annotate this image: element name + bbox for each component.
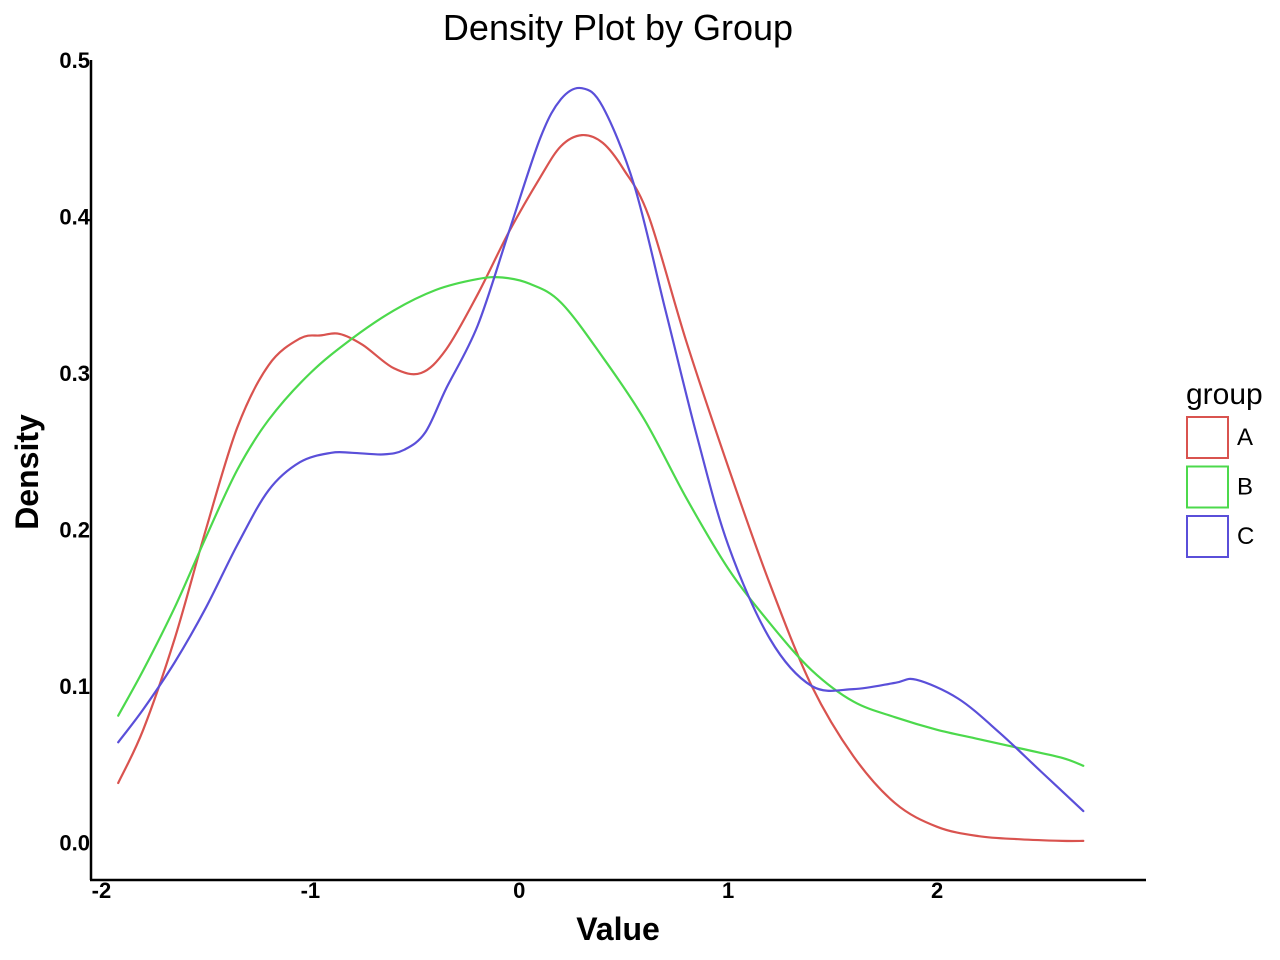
- legend-label-a: A: [1237, 424, 1253, 451]
- legend-label-b: B: [1237, 474, 1253, 501]
- y-tick-label: 0.3: [59, 361, 90, 386]
- series-layer: [117, 86, 1085, 843]
- x-tick-label: -2: [92, 878, 112, 903]
- x-axis-title: Value: [576, 911, 660, 947]
- x-tick-label: 2: [931, 878, 943, 903]
- chart-title: Density Plot by Group: [443, 7, 793, 48]
- legend-title: group: [1186, 378, 1263, 411]
- legend: group ABC: [1186, 378, 1263, 558]
- legend-key-a: [1186, 416, 1229, 459]
- y-tick-label: 0.2: [59, 517, 90, 542]
- x-tick-label: 0: [513, 878, 525, 903]
- legend-items: ABC: [1186, 416, 1254, 558]
- series-line-c: [117, 86, 1085, 813]
- legend-item-b: B: [1186, 465, 1253, 509]
- y-tick-label: 0.1: [59, 674, 90, 699]
- y-tick-label: 0.0: [59, 830, 90, 855]
- y-axis-title: Density: [9, 414, 45, 530]
- legend-key-c: [1186, 515, 1229, 558]
- x-tick-label: 1: [722, 878, 734, 903]
- legend-key-b: [1186, 465, 1229, 509]
- y-tick-label: 0.5: [59, 48, 90, 73]
- x-tick-labels: -2 -1 0 1 2: [92, 878, 944, 903]
- legend-item-a: A: [1186, 416, 1253, 459]
- series-line-a: [117, 133, 1085, 843]
- legend-item-c: C: [1186, 515, 1254, 558]
- x-tick-label: -1: [301, 878, 321, 903]
- legend-label-c: C: [1237, 523, 1254, 550]
- series-line-b: [117, 276, 1085, 767]
- y-tick-label: 0.4: [59, 204, 90, 229]
- y-tick-labels: 0.0 0.1 0.2 0.3 0.4 0.5: [59, 48, 90, 855]
- plot-area: -2 -1 0 1 2 0.0 0.1 0.2 0.3 0.4 0.5: [59, 48, 1146, 903]
